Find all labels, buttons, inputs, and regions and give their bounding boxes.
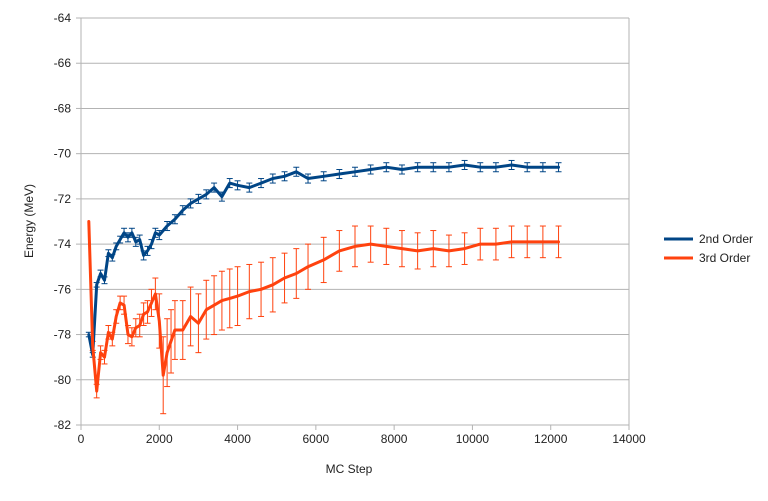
- y-tick-label: -78: [54, 328, 72, 342]
- x-tick-label: 10000: [456, 432, 490, 446]
- y-tick-label: -74: [54, 237, 72, 251]
- y-tick-label: -82: [54, 418, 72, 432]
- y-tick-label: -70: [54, 147, 72, 161]
- y-tick-label: -72: [54, 192, 72, 206]
- y-tick-label: -68: [54, 101, 72, 115]
- x-tick-label: 14000: [612, 432, 646, 446]
- x-axis-title: MC Step: [326, 462, 373, 476]
- legend: 2nd Order 3rd Order: [664, 232, 753, 265]
- axis-layer: [76, 17, 630, 430]
- series-lines-layer: [87, 163, 560, 393]
- x-tick-label: 12000: [534, 432, 568, 446]
- y-tick-label: -66: [54, 56, 72, 70]
- y-tick-label: -76: [54, 282, 72, 296]
- tick-labels-layer: -64 -66 -68 -70 -72 -74 -76 -78 -80 -82 0 2000 4000 6…: [54, 11, 646, 446]
- y-tick-label: -64: [54, 11, 72, 25]
- legend-label-2nd-order: 2nd Order: [699, 232, 753, 246]
- legend-label-3rd-order: 3rd Order: [699, 251, 750, 265]
- x-tick-label: 8000: [381, 432, 408, 446]
- y-axis-title: Energy (MeV): [22, 184, 36, 258]
- x-tick-label: 6000: [303, 432, 330, 446]
- series-line-3rd-order: [87, 220, 560, 393]
- x-tick-label: 0: [78, 432, 85, 446]
- x-tick-label: 4000: [224, 432, 251, 446]
- x-tick-label: 2000: [146, 432, 173, 446]
- y-tick-label: -80: [54, 373, 72, 387]
- series-line-2nd-order: [87, 163, 560, 357]
